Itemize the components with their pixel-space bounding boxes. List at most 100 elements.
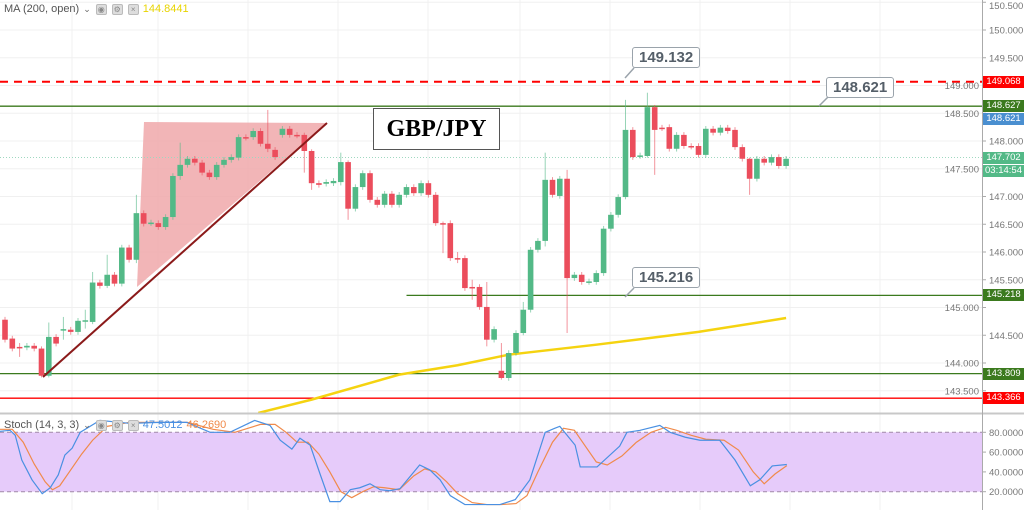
candle (338, 152, 344, 186)
candle (659, 124, 665, 132)
chart-title: GBP/JPY (373, 108, 500, 150)
trendline-drawing[interactable] (42, 122, 328, 378)
candle-body (761, 158, 767, 163)
candle-body (557, 178, 563, 196)
candle-body (469, 286, 475, 289)
candle (695, 143, 702, 158)
candle (505, 350, 512, 381)
stoch-tick-label: 20.0000 (989, 487, 1023, 498)
candle-body (381, 193, 388, 205)
candle-body (294, 134, 300, 137)
candle-body (651, 107, 658, 130)
price-axis[interactable]: 150.500 150.000 149.500 149.000 148.500 148.0… (945, 1, 1024, 498)
price-tick-label: 145.500 (989, 275, 1023, 286)
level-price-label: 143.809 (983, 367, 1024, 380)
candle (279, 126, 286, 138)
candle (578, 271, 585, 285)
settings-icon[interactable]: ⚙ (111, 3, 123, 15)
candle-body (221, 159, 227, 165)
candle-body (162, 217, 169, 228)
candle-body (199, 162, 205, 173)
stoch-legend[interactable]: Stoch (14, 3, 3) ⌄ ◉ ⚙ × 47.5012 46.2690 (4, 419, 226, 431)
candle (31, 343, 37, 352)
candle (367, 170, 373, 203)
candle-body (359, 173, 366, 188)
candle (418, 180, 424, 196)
callout-149132[interactable]: 149.132 (632, 47, 701, 68)
candle-body (279, 128, 286, 135)
candle (148, 219, 154, 226)
candle (184, 155, 191, 168)
candle (535, 238, 541, 253)
candle-body (2, 319, 8, 340)
settings-icon[interactable]: ⚙ (111, 419, 123, 431)
candle (666, 124, 673, 152)
candle-body (644, 107, 651, 156)
candle-body (600, 228, 607, 274)
candle-body (630, 129, 636, 158)
candle-body (440, 223, 446, 225)
candle (381, 190, 388, 208)
candle-body (776, 157, 782, 166)
stoch-tick-label: 80.0000 (989, 428, 1023, 439)
chevron-down-icon[interactable]: ⌄ (83, 3, 91, 14)
candle (776, 154, 782, 169)
stoch-k-line (0, 419, 787, 506)
candles (2, 92, 789, 381)
eye-icon[interactable]: ◉ (95, 3, 107, 15)
candle-body (75, 320, 81, 332)
stoch-legend-label: Stoch (14, 3, 3) (4, 419, 80, 431)
chevron-down-icon[interactable]: ⌄ (83, 419, 91, 430)
candle-body (31, 345, 37, 349)
candle (688, 143, 694, 150)
triangle-pattern-drawing[interactable] (137, 122, 327, 287)
candle (272, 147, 278, 160)
candle (403, 184, 410, 198)
candle (257, 128, 264, 147)
candle-body (491, 329, 497, 340)
price-tick-label: 149.500 (989, 53, 1023, 64)
candle (571, 271, 578, 281)
candle-body (418, 183, 424, 194)
candle-body (97, 282, 103, 286)
candle (432, 192, 439, 226)
candle (724, 124, 731, 134)
candle (162, 214, 169, 230)
candle (600, 225, 607, 276)
candle-body (330, 180, 337, 184)
candle (82, 309, 89, 329)
candle (119, 244, 125, 287)
candle-body (53, 336, 59, 344)
candle (155, 220, 162, 230)
candle (440, 221, 446, 254)
candle-body (768, 157, 775, 163)
close-icon[interactable]: × (127, 3, 139, 15)
candle-body (206, 172, 213, 178)
price-tick-label: 146.500 (989, 220, 1023, 231)
candle-body (46, 336, 52, 376)
callout-145216[interactable]: 145.216 (632, 267, 701, 288)
candle-body (338, 162, 344, 183)
candle-body (586, 281, 592, 283)
candle-body (133, 213, 140, 260)
candle-body (724, 127, 731, 132)
candle (104, 254, 110, 289)
candle-body (243, 137, 249, 139)
eye-icon[interactable]: ◉ (95, 419, 107, 431)
ma-legend[interactable]: MA (200, open) ⌄ ◉ ⚙ × 144.8441 (4, 3, 189, 15)
close-icon[interactable]: × (127, 419, 139, 431)
candle-body (323, 182, 329, 184)
candle (754, 155, 760, 182)
candle (681, 132, 687, 149)
candle-body (345, 162, 351, 209)
candle (557, 175, 563, 199)
candle-body (140, 213, 147, 224)
callout-148621[interactable]: 148.621 (826, 77, 895, 98)
ma-line (258, 316, 787, 415)
candle-body (484, 306, 490, 340)
candle-body (615, 197, 621, 215)
candle (199, 159, 205, 176)
candle-body (111, 274, 118, 284)
candle (133, 194, 140, 264)
